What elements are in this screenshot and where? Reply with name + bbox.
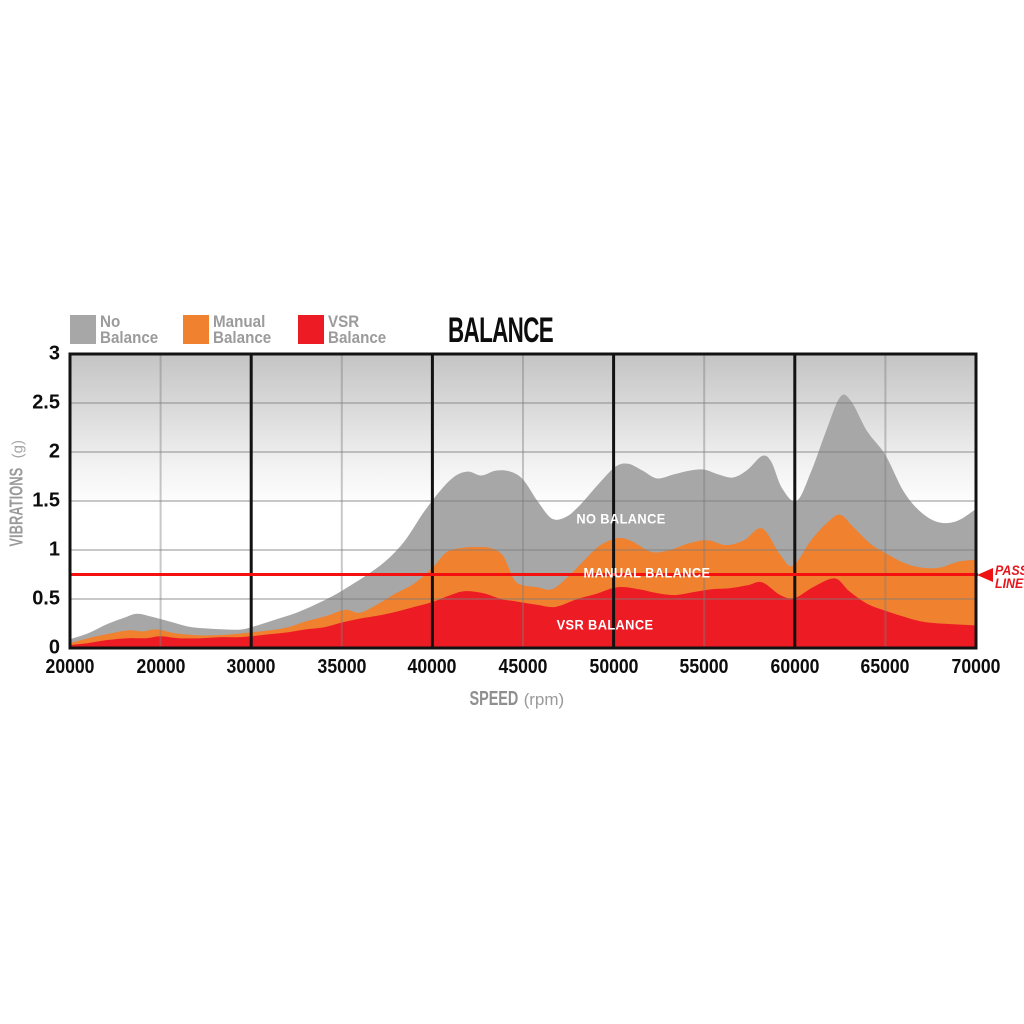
x-axis-title: SPEED (rpm) [0,688,1024,711]
x-tick-label: 35000 [317,656,367,678]
y-tick-label: 1.5 [32,489,60,512]
vsr-balance-swatch [298,315,324,344]
legend-item-vsr-balance: VSR Balance [298,313,391,347]
area-series-vsr-balance [70,578,976,648]
legend-label: Manual Balance [213,313,272,347]
page-title: BALANCE [448,311,554,350]
x-tick-label: 30000 [226,656,276,678]
x-tick-label: 20000 [136,656,186,678]
x-tick-label: 40000 [407,656,457,678]
legend-label-line2: Balance [100,328,159,347]
y-tick-label: 2 [48,440,60,463]
x-axis-title-main: SPEED [469,688,519,710]
y-tick-label: 0 [48,636,60,659]
series-label: NO BALANCE [576,511,666,527]
pass-line-label-line1: PASS [995,562,1024,578]
legend-label-line1: No [100,313,121,331]
series-label: VSR BALANCE [556,617,653,633]
x-tick-label: 70000 [951,656,1001,678]
manual-balance-swatch [183,315,209,344]
legend-label: VSR Balance [328,313,387,347]
pass-line-label: PASS LINE [995,562,1024,591]
y-tick-label: 2.5 [32,391,60,414]
legend-label-line1: VSR [328,313,360,331]
x-tick-label: 60000 [770,656,820,678]
legend-item-no-balance: No Balance [70,313,163,347]
x-axis-title-unit: (rpm) [523,690,565,709]
legend-label-line1: Manual [213,313,266,331]
legend-label-line2: Balance [213,328,272,347]
legend-label: No Balance [100,313,159,347]
x-tick-label: 65000 [860,656,910,678]
x-tick-label: 45000 [498,656,548,678]
plot-border [68,352,978,650]
x-tick-label: 50000 [589,656,639,678]
legend-item-manual-balance: Manual Balance [183,313,276,347]
x-tick-label: 55000 [679,656,729,678]
y-tick-label: 1 [48,538,60,561]
y-tick-label: 0.5 [32,587,60,610]
legend-label-line2: Balance [328,328,387,347]
y-tick-label: 3 [48,342,60,365]
x-tick-label: 20000 [45,656,95,678]
series-label: MANUAL BALANCE [583,565,711,581]
pass-line-arrow-icon [977,567,993,582]
no-balance-swatch [70,315,96,344]
pass-line-label-line2: LINE [995,575,1024,591]
